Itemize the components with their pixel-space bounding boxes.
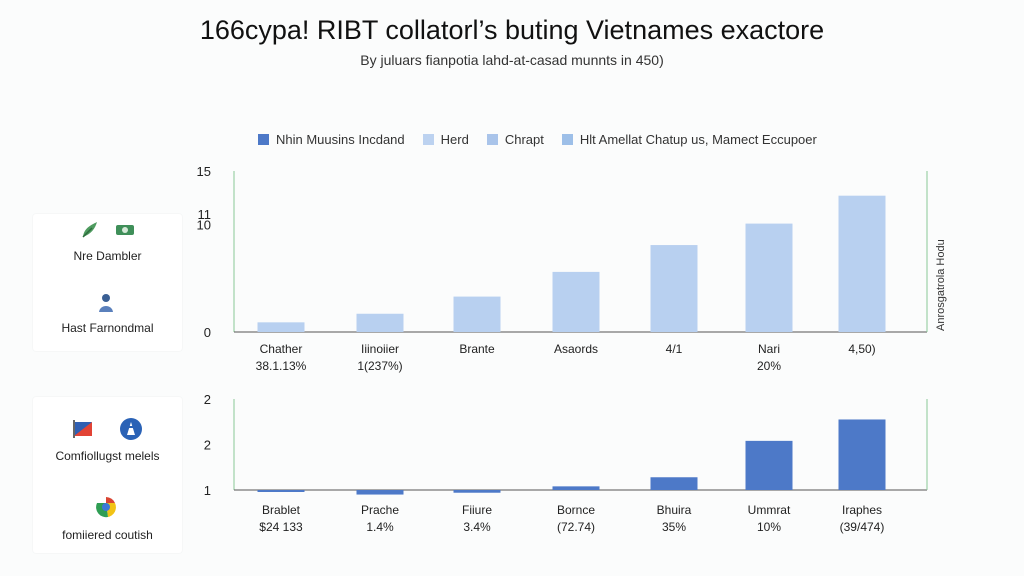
browser-icon bbox=[94, 495, 118, 519]
legend-label-3: Chrapt bbox=[504, 131, 544, 147]
legend: Nhin Muusins Incdand Herd Chrapt Hlt Ame… bbox=[258, 130, 835, 148]
chart-2-bar-5 bbox=[650, 477, 698, 490]
sidebar-top-label-2: Hast Farnondmal bbox=[61, 321, 154, 335]
chart-2-bar-4 bbox=[552, 486, 600, 490]
chart-1-category-label-6: Nari bbox=[758, 342, 780, 356]
sidebar-card-top: Nre Dambler Hast Farnondmal bbox=[33, 214, 182, 351]
chart-2-category-label-4: Bornce bbox=[557, 503, 595, 517]
legend-label-4: Hlt Amellat Chatup us, Mamect Eccupoer bbox=[579, 131, 817, 147]
leaf-icon bbox=[78, 218, 102, 242]
chart-2-bar-7 bbox=[838, 419, 886, 490]
chart-2-category-sublabel-2: 1.4% bbox=[366, 520, 394, 534]
chart-1-category-label-1: Chather bbox=[260, 342, 303, 356]
chart-1-category-label-7: 4,50) bbox=[848, 342, 875, 356]
legend-swatch-3 bbox=[486, 133, 498, 145]
chart-2-bar-1 bbox=[257, 490, 305, 492]
chart-2-category-label-3: Fiiure bbox=[462, 503, 492, 517]
chart-1-bar-3 bbox=[453, 296, 501, 332]
chart-1-bar-4 bbox=[552, 271, 600, 332]
chart-1-category-label-3: Brante bbox=[459, 342, 495, 356]
chart-2-y-tick-3: 1 bbox=[204, 483, 211, 498]
flag-icon bbox=[71, 417, 95, 441]
legend-item-1: Nhin Muusins Incdand bbox=[258, 132, 405, 147]
chart-1-bar-2 bbox=[356, 313, 404, 332]
chart-2-category-sublabel-1: $24 133 bbox=[259, 520, 303, 534]
chart-2-category-sublabel-7: (39/474) bbox=[840, 520, 885, 534]
chart-2-category-label-1: Brablet bbox=[262, 503, 301, 517]
chart-1-bar-7 bbox=[838, 195, 886, 332]
chart-1-category-label-2: Iiinoiier bbox=[361, 342, 399, 356]
chart-1-y-tick-4: 0 bbox=[204, 325, 211, 340]
legend-item-2: Herd bbox=[422, 131, 469, 147]
right-axis-label: Anrosgatrola Hodu bbox=[935, 239, 947, 331]
legend-swatch-4 bbox=[561, 133, 573, 145]
chart-1-category-sublabel-2: 1(237%) bbox=[357, 359, 402, 373]
chart-1-category-label-4: Asaords bbox=[554, 342, 598, 356]
chart-1-category-sublabel-1: 38.1.13% bbox=[256, 359, 307, 373]
chart-title: 166cypa! RIBT collatorl’s buting Vietnam… bbox=[199, 15, 825, 45]
legend-item-4: Hlt Amellat Chatup us, Mamect Eccupoer bbox=[561, 131, 817, 147]
sidebar-bottom-label-1: Comfiollugst melels bbox=[55, 449, 160, 463]
chart-1-y-tick-3: 10 bbox=[197, 218, 211, 233]
chart-2-bar-2 bbox=[356, 490, 404, 495]
chart-1-bar-5 bbox=[650, 245, 698, 332]
legend-item-3: Chrapt bbox=[486, 131, 544, 147]
chart-2-category-label-2: Prache bbox=[361, 503, 399, 517]
chart-1-bar-1 bbox=[257, 322, 305, 332]
sidebar-bottom-label-2: fomiiered coutish bbox=[62, 528, 153, 542]
chart-1-bar-6 bbox=[745, 223, 793, 332]
chart-2-category-sublabel-5: 35% bbox=[662, 520, 686, 534]
chart-2-category-label-5: Bhuira bbox=[657, 503, 692, 517]
chart-1-category-label-5: 4/1 bbox=[666, 342, 683, 356]
money-icon bbox=[113, 218, 137, 242]
chart-2-y-tick-2: 2 bbox=[204, 438, 211, 453]
tower-icon bbox=[119, 417, 143, 441]
chart-2-y-tick-1: 2 bbox=[204, 392, 211, 407]
legend-label-1: Nhin Muusins Incdand bbox=[276, 131, 405, 147]
chart-2-bar-3 bbox=[453, 490, 501, 493]
chart-1-category-sublabel-6: 20% bbox=[757, 359, 781, 373]
chart-2-category-sublabel-6: 10% bbox=[757, 520, 781, 534]
chart-1-y-tick-2: 11 bbox=[198, 207, 212, 222]
chart-2-category-label-7: Iraphes bbox=[842, 503, 882, 517]
legend-label-2: Herd bbox=[440, 131, 469, 147]
sidebar-top-label-1: Nre Dambler bbox=[73, 249, 142, 263]
legend-swatch-2 bbox=[422, 133, 434, 145]
chart-2-bar-6 bbox=[745, 440, 793, 490]
person-icon bbox=[94, 291, 118, 315]
chart-2-category-sublabel-4: (72.74) bbox=[557, 520, 595, 534]
chart-2-category-sublabel-3: 3.4% bbox=[463, 520, 491, 534]
legend-swatch-1 bbox=[258, 133, 269, 145]
chart-2-category-label-6: Ummrat bbox=[748, 503, 791, 517]
sidebar-card-bottom: Comfiollugst melels fomiiered coutish bbox=[33, 397, 182, 553]
chart-subtitle: By juluars fianpotia lahd-at-casad munnt… bbox=[360, 52, 664, 68]
chart-1-y-tick-1: 15 bbox=[197, 164, 211, 179]
